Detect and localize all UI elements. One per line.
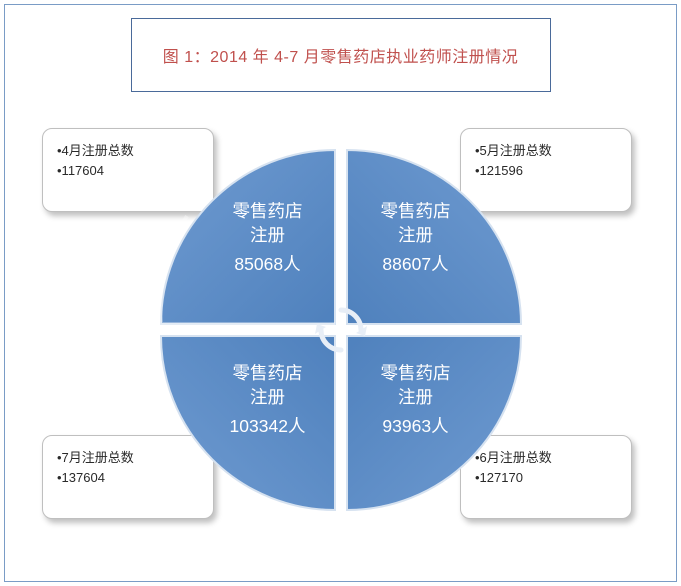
title-box: 图 1：2014 年 4-7 月零售药店执业药师注册情况 [131, 18, 551, 92]
quadrant-april [161, 150, 335, 324]
segmented-circle-chart: 零售药店 注册 85068人 零售药店 注册 88607人 零售药店 注册 10… [161, 150, 521, 510]
chart-title: 图 1：2014 年 4-7 月零售药店执业药师注册情况 [163, 43, 518, 67]
quadrant-july [161, 336, 335, 510]
quadrant-may [347, 150, 521, 324]
cycle-arrows-icon [311, 300, 371, 360]
quadrant-june [347, 336, 521, 510]
